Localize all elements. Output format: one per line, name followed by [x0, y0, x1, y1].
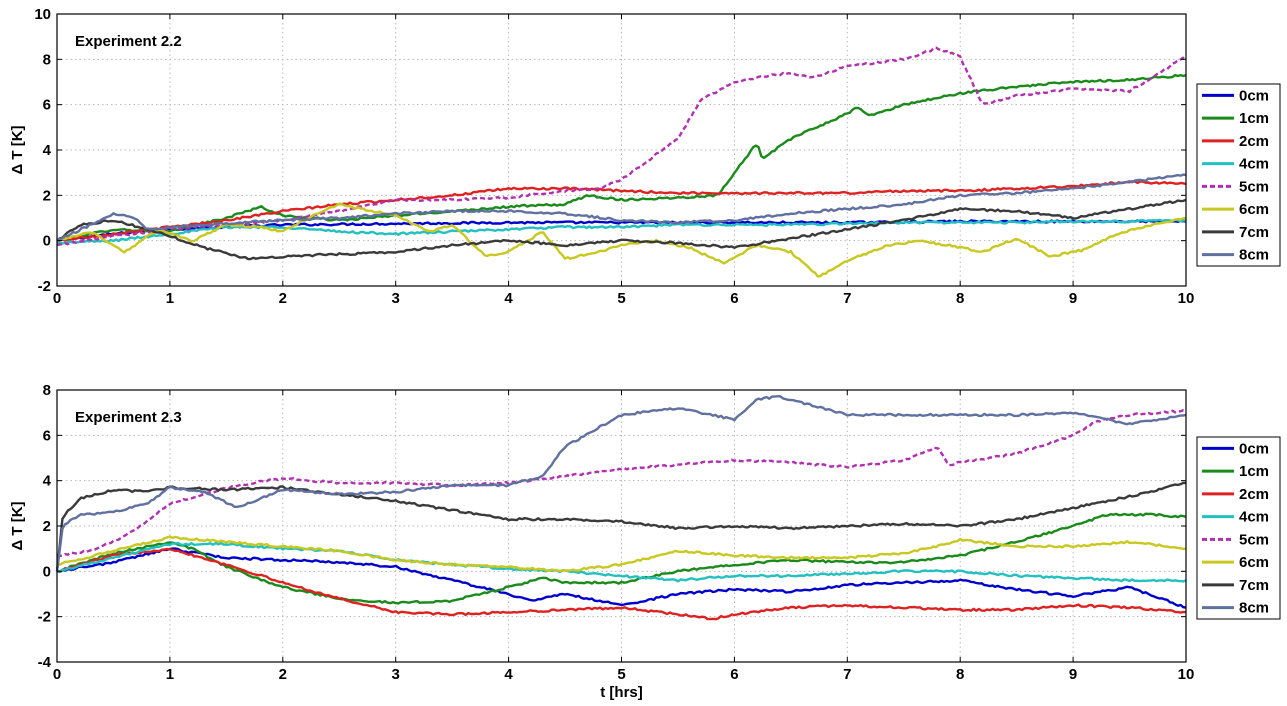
y-tick-label: -2 — [38, 609, 51, 626]
y-tick-label: 2 — [43, 518, 51, 535]
y-tick-label: 6 — [43, 427, 51, 444]
legend-label: 0cm — [1239, 440, 1269, 457]
x-tick-label: 2 — [279, 666, 287, 683]
legend-label: 4cm — [1239, 509, 1269, 526]
legend-label: 2cm — [1239, 133, 1269, 150]
x-tick-label: 3 — [392, 290, 400, 307]
series-line-1cm — [56, 512, 1187, 605]
y-axis-label: Δ T [K] — [9, 501, 26, 550]
x-tick-label: 7 — [843, 290, 851, 307]
x-tick-label: 6 — [730, 666, 738, 683]
x-tick-label: 8 — [956, 666, 964, 683]
legend-label: 0cm — [1239, 87, 1269, 104]
y-tick-label: 4 — [43, 473, 52, 490]
legend-label: 7cm — [1239, 577, 1269, 594]
y-tick-label: 4 — [43, 142, 52, 159]
panel-annotation: Experiment 2.2 — [75, 33, 182, 50]
x-tick-label: 9 — [1069, 290, 1077, 307]
series-line-2cm — [56, 180, 1187, 242]
series-line-4cm — [56, 541, 1187, 583]
x-tick-label: 4 — [504, 666, 513, 683]
grid — [56, 389, 1187, 663]
x-tick-label: 5 — [617, 666, 625, 683]
y-tick-label: 6 — [43, 97, 51, 114]
legend-label: 5cm — [1239, 531, 1269, 548]
y-tick-label: 8 — [43, 382, 51, 399]
x-tick-label: 0 — [53, 666, 61, 683]
panel-experiment-2-3: Experiment 2.3 Δ T [K] t [hrs] 0cm 1cm 2cm… — [9, 382, 1281, 701]
series-line-8cm — [56, 173, 1187, 242]
x-tick-label: 9 — [1069, 666, 1077, 683]
legend-label: 1cm — [1239, 110, 1269, 127]
x-tick-label: 1 — [166, 290, 174, 307]
legend-label: 4cm — [1239, 156, 1269, 173]
axis-ticks: 0 1 2 3 4 5 6 7 8 9 10 -4 -2 0 2 4 6 8 — [38, 382, 1195, 683]
legend: 0cm 1cm 2cm 4cm 5cm 6cm 7cm 8cm — [1196, 83, 1281, 267]
y-tick-label: 10 — [34, 6, 51, 23]
series-line-5cm — [56, 409, 1187, 558]
legend-box — [1196, 436, 1281, 620]
x-tick-label: 7 — [843, 666, 851, 683]
y-tick-label: -4 — [38, 654, 52, 671]
y-tick-label: 8 — [43, 51, 51, 68]
x-tick-label: 3 — [392, 666, 400, 683]
series-line-6cm — [56, 202, 1187, 278]
legend-label: 2cm — [1239, 486, 1269, 503]
y-tick-label: 2 — [43, 187, 51, 204]
panel-experiment-2-2: Experiment 2.2 Δ T [K] 0cm 1cm 2cm 4cm 5cm 6c… — [9, 6, 1281, 307]
series-line-5cm — [56, 46, 1187, 247]
x-tick-label: 1 — [166, 666, 174, 683]
y-tick-label: 0 — [43, 563, 51, 580]
series-line-6cm — [56, 535, 1187, 573]
x-tick-label: 4 — [504, 290, 513, 307]
legend-label: 6cm — [1239, 201, 1269, 218]
x-tick-label: 8 — [956, 290, 964, 307]
y-tick-label: 0 — [43, 233, 51, 250]
series-group — [56, 46, 1187, 278]
x-tick-label: 0 — [53, 290, 61, 307]
panel-annotation: Experiment 2.3 — [75, 409, 182, 426]
x-tick-label: 2 — [279, 290, 287, 307]
series-line-7cm — [55, 481, 1186, 572]
legend-box — [1196, 83, 1281, 267]
series-line-7cm — [56, 198, 1187, 261]
legend-label: 8cm — [1239, 600, 1269, 617]
legend-label: 1cm — [1239, 463, 1269, 480]
series-group — [55, 395, 1187, 621]
y-axis-label: Δ T [K] — [9, 125, 26, 174]
x-tick-label: 5 — [617, 290, 625, 307]
series-line-8cm — [55, 395, 1187, 572]
legend-label: 8cm — [1239, 247, 1269, 264]
y-tick-label: -2 — [38, 278, 51, 295]
series-line-0cm — [56, 547, 1187, 609]
x-tick-label: 6 — [730, 290, 738, 307]
legend-label: 6cm — [1239, 554, 1269, 571]
x-axis-label: t [hrs] — [600, 684, 643, 701]
legend: 0cm 1cm 2cm 4cm 5cm 6cm 7cm 8cm — [1196, 436, 1281, 620]
legend-label: 5cm — [1239, 178, 1269, 195]
legend-label: 7cm — [1239, 224, 1269, 241]
x-tick-label: 10 — [1178, 666, 1195, 683]
series-line-1cm — [56, 73, 1187, 242]
series-line-2cm — [56, 547, 1186, 621]
x-tick-label: 10 — [1178, 290, 1195, 307]
